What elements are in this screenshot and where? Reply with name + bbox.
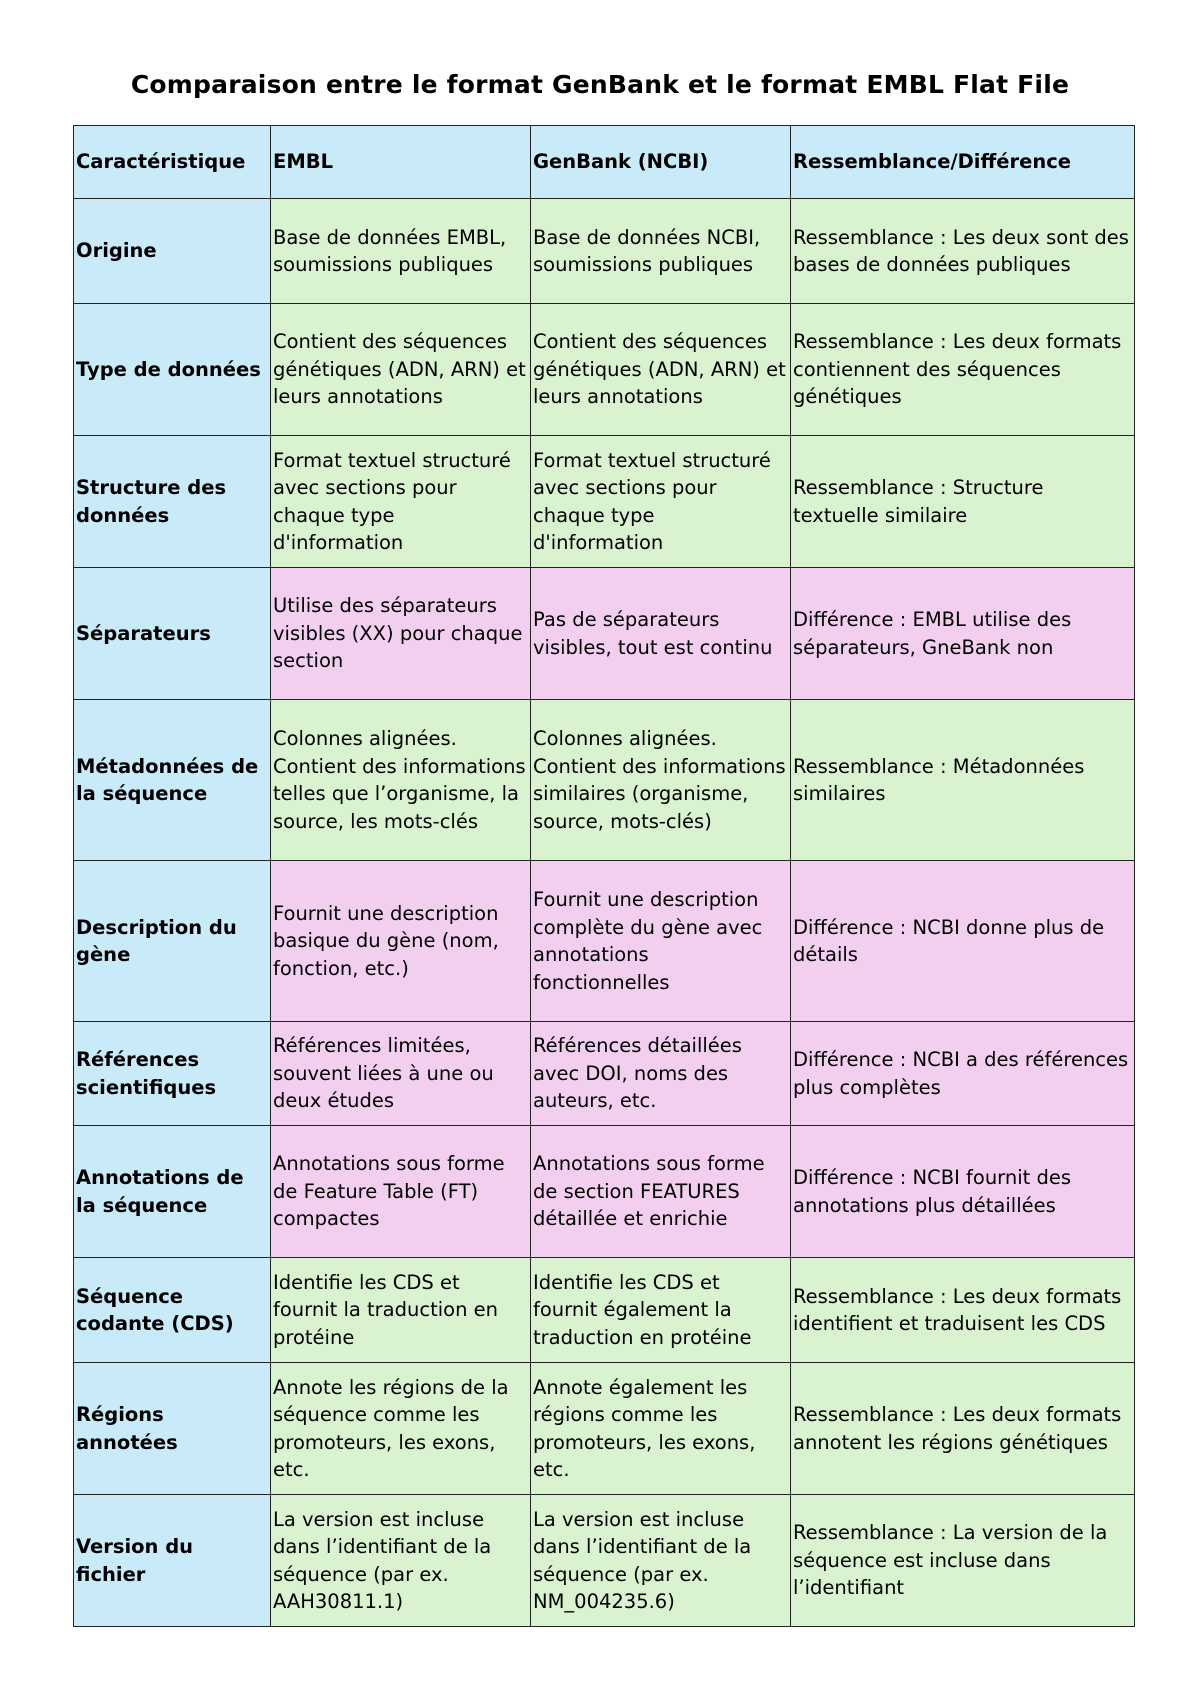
embl-cell: Colonnes alignées. Contient des informat… bbox=[270, 699, 531, 861]
genbank-cell: La version est incluse dans l’identifian… bbox=[530, 1494, 791, 1627]
header-embl: EMBL bbox=[270, 125, 531, 199]
header-similarity-difference: Ressemblance/Différence bbox=[790, 125, 1135, 199]
table-row: Origine Base de données EMBL, soumission… bbox=[73, 198, 1135, 304]
characteristic-cell: Annotations de la séquence bbox=[73, 1125, 271, 1258]
comparison-cell: Ressemblance : Structure textuelle simil… bbox=[790, 435, 1135, 568]
table-row: Séparateurs Utilise des séparateurs visi… bbox=[73, 567, 1135, 700]
comparison-cell: Ressemblance : Les deux formats annotent… bbox=[790, 1362, 1135, 1495]
table-row: Type de données Contient des séquences g… bbox=[73, 303, 1135, 436]
comparison-cell: Ressemblance : Les deux formats contienn… bbox=[790, 303, 1135, 436]
document-title: Comparaison entre le format GenBank et l… bbox=[130, 70, 1070, 99]
embl-cell: Références limitées, souvent liées à une… bbox=[270, 1021, 531, 1126]
genbank-cell: Fournit une description complète du gène… bbox=[530, 860, 791, 1022]
comparison-cell: Ressemblance : Les deux sont des bases d… bbox=[790, 198, 1135, 304]
characteristic-cell: Métadonnées de la séquence bbox=[73, 699, 271, 861]
genbank-cell: Colonnes alignées. Contient des informat… bbox=[530, 699, 791, 861]
header-genbank: GenBank (NCBI) bbox=[530, 125, 791, 199]
comparison-cell: Ressemblance : Métadonnées similaires bbox=[790, 699, 1135, 861]
genbank-cell: Identifie les CDS et fournit également l… bbox=[530, 1257, 791, 1363]
characteristic-cell: Origine bbox=[73, 198, 271, 304]
embl-cell: Annote les régions de la séquence comme … bbox=[270, 1362, 531, 1495]
comparison-cell: Différence : EMBL utilise des séparateur… bbox=[790, 567, 1135, 700]
embl-cell: Base de données EMBL, soumissions publiq… bbox=[270, 198, 531, 304]
comparison-cell: Différence : NCBI fournit des annotation… bbox=[790, 1125, 1135, 1258]
table-row: Annotations de la séquence Annotations s… bbox=[73, 1125, 1135, 1258]
embl-cell: Contient des séquences génétiques (ADN, … bbox=[270, 303, 531, 436]
genbank-cell: Annotations sous forme de section FEATUR… bbox=[530, 1125, 791, 1258]
embl-cell: La version est incluse dans l’identifian… bbox=[270, 1494, 531, 1627]
comparison-cell: Ressemblance : La version de la séquence… bbox=[790, 1494, 1135, 1627]
table-row: Version du fichier La version est inclus… bbox=[73, 1494, 1135, 1627]
characteristic-cell: Références scientifiques bbox=[73, 1021, 271, 1126]
characteristic-cell: Description du gène bbox=[73, 860, 271, 1022]
characteristic-cell: Régions annotées bbox=[73, 1362, 271, 1495]
header-row: Caractéristique EMBL GenBank (NCBI) Ress… bbox=[73, 125, 1135, 199]
table-row: Structure des données Format textuel str… bbox=[73, 435, 1135, 568]
genbank-cell: Contient des séquences génétiques (ADN, … bbox=[530, 303, 791, 436]
genbank-cell: Format textuel structuré avec sections p… bbox=[530, 435, 791, 568]
comparison-cell: Différence : NCBI a des références plus … bbox=[790, 1021, 1135, 1126]
header-characteristic: Caractéristique bbox=[73, 125, 271, 199]
table-row: Régions annotées Annote les régions de l… bbox=[73, 1362, 1135, 1495]
genbank-cell: Base de données NCBI, soumissions publiq… bbox=[530, 198, 791, 304]
table-row: Références scientifiques Références limi… bbox=[73, 1021, 1135, 1126]
characteristic-cell: Séquence codante (CDS) bbox=[73, 1257, 271, 1363]
comparison-cell: Ressemblance : Les deux formats identifi… bbox=[790, 1257, 1135, 1363]
characteristic-cell: Séparateurs bbox=[73, 567, 271, 700]
characteristic-cell: Structure des données bbox=[73, 435, 271, 568]
comparison-cell: Différence : NCBI donne plus de détails bbox=[790, 860, 1135, 1022]
embl-cell: Identifie les CDS et fournit la traducti… bbox=[270, 1257, 531, 1363]
table-row: Description du gène Fournit une descript… bbox=[73, 860, 1135, 1022]
genbank-cell: Annote également les régions comme les p… bbox=[530, 1362, 791, 1495]
table-body: Origine Base de données EMBL, soumission… bbox=[73, 198, 1135, 1627]
characteristic-cell: Version du fichier bbox=[73, 1494, 271, 1627]
embl-cell: Annotations sous forme de Feature Table … bbox=[270, 1125, 531, 1258]
embl-cell: Fournit une description basique du gène … bbox=[270, 860, 531, 1022]
table-row: Séquence codante (CDS) Identifie les CDS… bbox=[73, 1257, 1135, 1363]
embl-cell: Utilise des séparateurs visibles (XX) po… bbox=[270, 567, 531, 700]
embl-cell: Format textuel structuré avec sections p… bbox=[270, 435, 531, 568]
genbank-cell: Pas de séparateurs visibles, tout est co… bbox=[530, 567, 791, 700]
comparison-table: Caractéristique EMBL GenBank (NCBI) Ress… bbox=[73, 125, 1135, 1627]
genbank-cell: Références détaillées avec DOI, noms des… bbox=[530, 1021, 791, 1126]
characteristic-cell: Type de données bbox=[73, 303, 271, 436]
table-row: Métadonnées de la séquence Colonnes alig… bbox=[73, 699, 1135, 861]
